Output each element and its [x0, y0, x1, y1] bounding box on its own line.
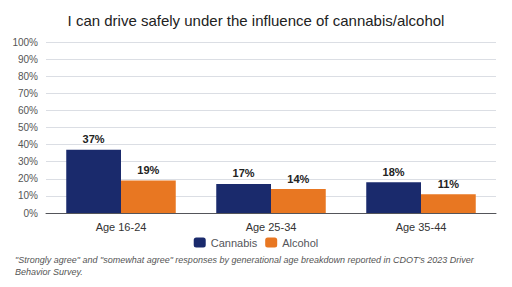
svg-text:17%: 17% [233, 167, 255, 179]
svg-text:40%: 40% [18, 139, 38, 150]
svg-text:14%: 14% [287, 173, 309, 185]
svg-text:Cannabis: Cannabis [211, 237, 258, 249]
svg-text:20%: 20% [18, 173, 38, 184]
svg-text:11%: 11% [438, 178, 460, 190]
svg-text:0%: 0% [24, 208, 39, 219]
svg-text:Age 16-24: Age 16-24 [96, 221, 147, 233]
svg-text:80%: 80% [18, 71, 38, 82]
svg-text:70%: 70% [18, 88, 38, 99]
svg-text:100%: 100% [12, 37, 38, 48]
svg-text:37%: 37% [83, 133, 105, 145]
svg-text:"Strongly agree" and "somewhat: "Strongly agree" and "somewhat agree" re… [15, 255, 476, 265]
svg-text:18%: 18% [383, 166, 405, 178]
svg-text:Alcohol: Alcohol [282, 237, 318, 249]
svg-text:10%: 10% [18, 190, 38, 201]
svg-text:30%: 30% [18, 156, 38, 167]
svg-text:Age 35-44: Age 35-44 [396, 221, 447, 233]
svg-text:19%: 19% [137, 164, 159, 176]
svg-text:50%: 50% [18, 122, 38, 133]
svg-text:90%: 90% [18, 54, 38, 65]
svg-text:Age 25-34: Age 25-34 [246, 221, 297, 233]
svg-text:60%: 60% [18, 105, 38, 116]
svg-text:Behavior Survey.: Behavior Survey. [15, 267, 83, 277]
svg-text:I can drive safely under the i: I can drive safely under the influence o… [68, 12, 445, 29]
